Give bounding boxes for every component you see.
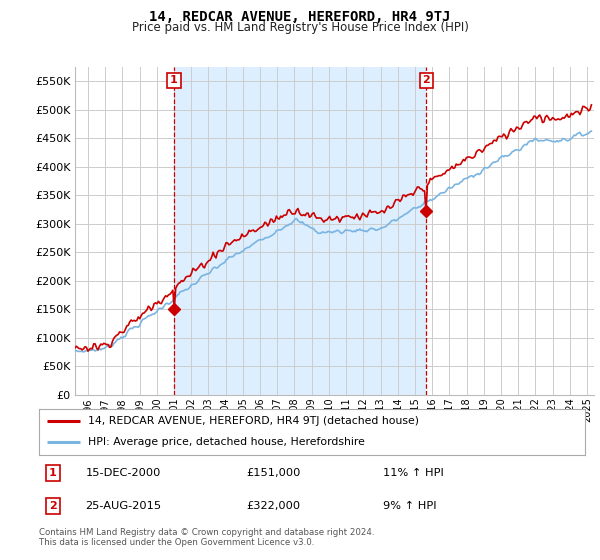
- Text: 1: 1: [49, 468, 56, 478]
- Text: HPI: Average price, detached house, Herefordshire: HPI: Average price, detached house, Here…: [88, 437, 365, 447]
- Bar: [174, 67, 426, 395]
- Text: 25-AUG-2015: 25-AUG-2015: [85, 501, 161, 511]
- Text: 2: 2: [422, 76, 430, 85]
- Text: £151,000: £151,000: [247, 468, 301, 478]
- Text: Price paid vs. HM Land Registry's House Price Index (HPI): Price paid vs. HM Land Registry's House …: [131, 21, 469, 34]
- Text: 14, REDCAR AVENUE, HEREFORD, HR4 9TJ: 14, REDCAR AVENUE, HEREFORD, HR4 9TJ: [149, 10, 451, 24]
- Text: 11% ↑ HPI: 11% ↑ HPI: [383, 468, 444, 478]
- Text: 2: 2: [49, 501, 56, 511]
- Text: 9% ↑ HPI: 9% ↑ HPI: [383, 501, 437, 511]
- Text: 15-DEC-2000: 15-DEC-2000: [85, 468, 161, 478]
- Text: 1: 1: [170, 76, 178, 85]
- Text: £322,000: £322,000: [247, 501, 301, 511]
- Text: Contains HM Land Registry data © Crown copyright and database right 2024.
This d: Contains HM Land Registry data © Crown c…: [39, 528, 374, 547]
- Text: 14, REDCAR AVENUE, HEREFORD, HR4 9TJ (detached house): 14, REDCAR AVENUE, HEREFORD, HR4 9TJ (de…: [88, 416, 419, 426]
